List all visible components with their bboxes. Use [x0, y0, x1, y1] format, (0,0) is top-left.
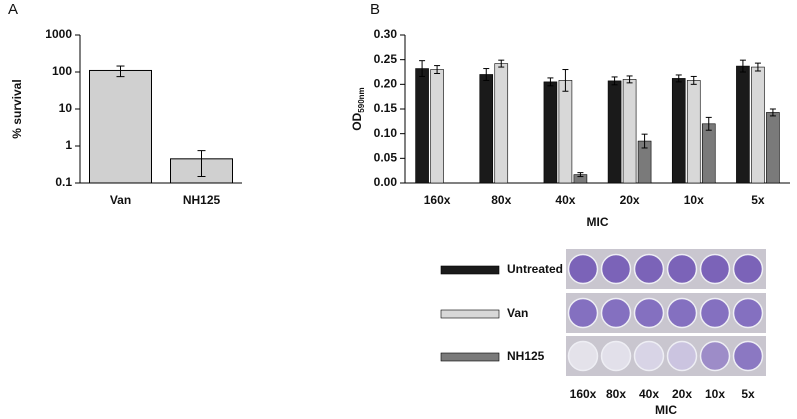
bar [622, 79, 637, 184]
error-bar [675, 74, 682, 83]
well [699, 297, 731, 329]
plate-x-label: MIC [655, 403, 677, 417]
x-tick-label: Van [110, 193, 131, 207]
y-tick-label: 0.10 [374, 126, 398, 140]
error-bar [483, 68, 490, 81]
error-bar [626, 75, 633, 84]
error-bar [641, 133, 648, 149]
x-tick-label: 40x [555, 193, 575, 207]
well [699, 253, 731, 285]
plate-column-label: 80x [606, 387, 626, 401]
well [666, 253, 698, 285]
bar [479, 74, 494, 184]
y-axis-label: % survival [10, 79, 24, 138]
error-bar [547, 77, 554, 87]
x-tick-label: 80x [491, 193, 511, 207]
y-tick-label: 0.30 [374, 27, 398, 41]
legend-swatch [440, 265, 500, 275]
well [699, 340, 731, 372]
legend-swatch [440, 352, 500, 362]
well [666, 340, 698, 372]
well [600, 340, 632, 372]
legend-label: NH125 [507, 349, 545, 363]
error-bar [769, 108, 776, 117]
bar [766, 112, 780, 184]
x-tick-label: NH125 [183, 193, 221, 207]
bar [494, 63, 509, 184]
bar [415, 68, 429, 184]
bar [89, 69, 152, 184]
legend-label: Van [507, 306, 528, 320]
well [600, 297, 632, 329]
bar [430, 69, 444, 184]
error-bar [562, 69, 569, 92]
well [600, 253, 632, 285]
plate-column-label: 40x [639, 387, 659, 401]
y-tick-label: 0.25 [374, 52, 398, 66]
bar [671, 78, 686, 184]
y-axis-label-sub: 590nm [357, 87, 366, 112]
bar [751, 66, 765, 184]
plate-column-label: 20x [672, 387, 692, 401]
bar [543, 81, 558, 184]
well [666, 297, 698, 329]
error-bar [577, 172, 584, 178]
x-tick-label: 5x [751, 193, 765, 207]
legend-swatch [440, 309, 500, 319]
error-bar [705, 116, 712, 131]
y-tick-label: 0.05 [374, 151, 398, 165]
well [567, 253, 599, 285]
plate-row [566, 336, 766, 376]
well [732, 297, 764, 329]
error-bar [739, 59, 746, 73]
error-bar [419, 60, 426, 77]
well [732, 253, 764, 285]
y-tick-label: 0.20 [374, 77, 398, 91]
y-axis-label: OD590nm [350, 87, 366, 130]
y-tick-label: 10 [59, 101, 73, 115]
bar [701, 123, 716, 184]
y-tick-label: 0.00 [374, 175, 398, 189]
plate-column-label: 160x [570, 387, 597, 401]
y-axis-label-main: OD [350, 112, 364, 130]
bar [607, 80, 622, 184]
y-tick-label: 0.15 [374, 101, 398, 115]
y-tick-label: 1000 [45, 27, 72, 41]
plate-row [566, 293, 766, 333]
error-bar [498, 59, 505, 68]
x-tick-label: 10x [684, 193, 704, 207]
well [567, 340, 599, 372]
error-bar [197, 150, 206, 177]
panel-label: B [370, 1, 380, 18]
panel-label: A [8, 1, 18, 18]
x-tick-label: 20x [620, 193, 640, 207]
plate-row [566, 249, 766, 289]
error-bar [116, 65, 125, 78]
y-tick-label: 0.1 [55, 175, 72, 189]
well [567, 297, 599, 329]
well [633, 253, 665, 285]
legend-label: Untreated [507, 262, 563, 276]
error-bar [434, 65, 441, 74]
plate-column-label: 10x [705, 387, 725, 401]
plate-column-label: 5x [741, 387, 755, 401]
x-axis-label: MIC [587, 215, 609, 229]
well [633, 297, 665, 329]
bar [686, 80, 701, 184]
bar [736, 65, 750, 184]
bar [558, 80, 573, 184]
well [732, 340, 764, 372]
y-tick-label: 1 [65, 138, 72, 152]
error-bar [754, 62, 761, 72]
error-bar [611, 76, 618, 86]
y-tick-label: 100 [52, 64, 72, 78]
error-bar [690, 75, 697, 85]
x-tick-label: 160x [424, 193, 451, 207]
y-axis-label-main: % survival [10, 79, 24, 138]
well [633, 340, 665, 372]
